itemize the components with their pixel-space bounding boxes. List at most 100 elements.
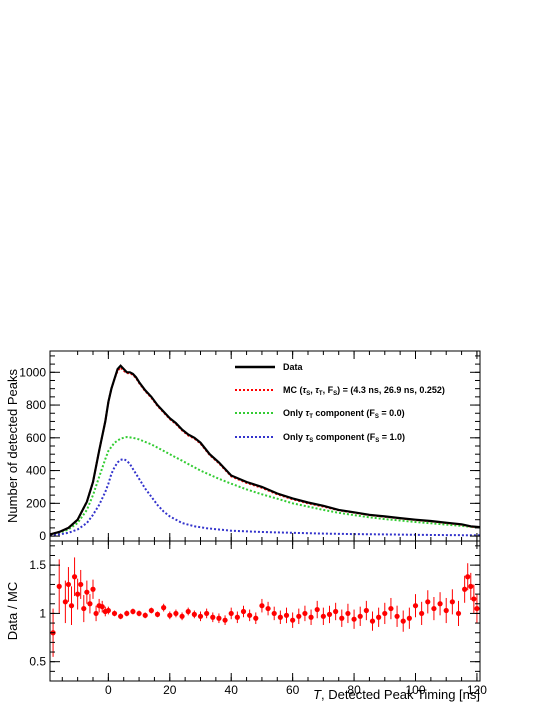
ratio-point <box>253 615 259 621</box>
ratio-point <box>136 610 142 617</box>
ratio-point <box>68 603 75 609</box>
legend-label-mc: MC (τS, τT, FS) = (4.3 ns, 26.9 ns, 0.25… <box>283 385 445 397</box>
main-y-tick-label: 1000 <box>19 365 46 379</box>
ratio-point <box>314 606 320 613</box>
ratio-point <box>130 608 136 615</box>
ratio-point <box>369 618 376 624</box>
ratio-point <box>185 608 191 615</box>
ratio-point <box>78 581 84 588</box>
ratio-point <box>271 610 277 617</box>
ratio-y-tick-label: 0.5 <box>29 655 46 669</box>
ratio-point <box>167 612 173 618</box>
ratio-point <box>71 574 78 580</box>
ratio-point <box>283 612 290 618</box>
ratio-point <box>173 610 179 617</box>
ratio-point <box>111 610 118 617</box>
x-tick-label: 40 <box>225 683 239 697</box>
legend-label-triplet: Only τT component (FS = 0.0) <box>283 408 405 420</box>
ratio-point <box>400 618 406 624</box>
main-y-tick-label: 800 <box>26 398 46 412</box>
main-y-tick-label: 400 <box>26 464 46 478</box>
x-tick-label: 60 <box>286 683 300 697</box>
ratio-point <box>388 605 394 612</box>
main-panel: 0 200 400 600 800 1000 Number of detected Pea… <box>5 350 481 543</box>
ratio-point <box>93 610 99 617</box>
ratio-point <box>148 607 154 614</box>
ratio-point <box>259 603 265 609</box>
ratio-point <box>468 583 474 589</box>
main-y-tick-label: 600 <box>26 431 46 445</box>
ratio-point <box>320 613 326 619</box>
ratio-plot-frame <box>49 540 481 682</box>
ratio-point <box>471 596 477 602</box>
ratio-point <box>394 613 400 619</box>
ratio-point <box>419 610 425 617</box>
ratio-point <box>179 613 185 619</box>
ratio-point <box>345 610 351 617</box>
ratio-point <box>382 610 388 617</box>
ratio-point <box>99 604 105 610</box>
legend: Data MC (τS, τT, FS) = (4.3 ns, 26.9 ns,… <box>235 362 445 444</box>
x-tick-label: 120 <box>467 683 487 697</box>
ratio-point <box>357 613 363 619</box>
x-tick-label: 100 <box>405 683 425 697</box>
ratio-point <box>376 614 382 620</box>
ratio-point <box>65 581 72 588</box>
ratio-point <box>228 610 234 617</box>
x-axis-title: T, Detected Peak Timing [ns] <box>313 687 480 702</box>
ratio-point <box>84 589 90 595</box>
ratio-point <box>326 611 333 617</box>
series-line-triplet <box>49 435 481 536</box>
ratio-point <box>216 615 222 621</box>
series-line-data <box>49 364 481 536</box>
ratio-point <box>247 612 253 618</box>
ratio-point <box>431 605 437 612</box>
legend-label-data: Data <box>283 362 304 372</box>
ratio-point <box>87 601 93 607</box>
ratio-point <box>425 599 431 605</box>
ratio-point <box>204 610 210 617</box>
ratio-panel: 0 20 40 60 80 100 120 0.5 1 1.5 Data / MC T, Dete… <box>5 540 487 702</box>
ratio-point <box>412 603 419 609</box>
ratio-point <box>265 605 271 612</box>
ratio-ticks-layer: 0 20 40 60 80 100 120 0.5 1 1.5 <box>29 541 487 697</box>
ratio-point <box>62 599 68 605</box>
main-y-tick-label: 0 <box>39 529 46 543</box>
x-tick-label: 80 <box>347 683 361 697</box>
ratio-point <box>351 616 357 622</box>
ratio-point <box>302 610 308 617</box>
ratio-point <box>465 574 471 580</box>
ratio-point <box>124 610 130 617</box>
ratio-point <box>308 614 314 620</box>
ratio-series-layer <box>50 557 480 657</box>
ratio-point <box>333 608 339 615</box>
ratio-y-tick-label: 1.5 <box>29 558 46 572</box>
ratio-point <box>234 614 240 620</box>
ratio-point <box>290 617 296 623</box>
main-ticks-layer: 0 200 400 600 800 1000 <box>19 351 480 543</box>
ratio-point <box>81 605 87 612</box>
legend-label-singlet: Only τS component (FS = 1.0) <box>283 432 405 444</box>
ratio-point <box>197 613 204 619</box>
ratio-point <box>449 599 455 605</box>
ratio-point <box>118 613 124 619</box>
ratio-y-axis-title: Data / MC <box>5 582 20 641</box>
ratio-point <box>154 611 161 617</box>
ratio-point <box>90 586 96 592</box>
ratio-y-tick-label: 1 <box>39 606 46 620</box>
ratio-point <box>406 615 412 621</box>
ratio-point <box>191 611 197 617</box>
ratio-point <box>437 601 443 607</box>
ratio-point <box>56 583 62 589</box>
ratio-point <box>277 614 283 620</box>
ratio-point <box>363 607 369 614</box>
ratio-point <box>75 591 81 597</box>
main-y-tick-label: 200 <box>26 496 46 510</box>
ratio-point <box>161 605 167 611</box>
ratio-point <box>462 586 468 592</box>
ratio-point <box>339 615 345 621</box>
ratio-point <box>443 607 449 614</box>
main-series-layer <box>49 364 481 537</box>
ratio-point <box>455 610 462 617</box>
